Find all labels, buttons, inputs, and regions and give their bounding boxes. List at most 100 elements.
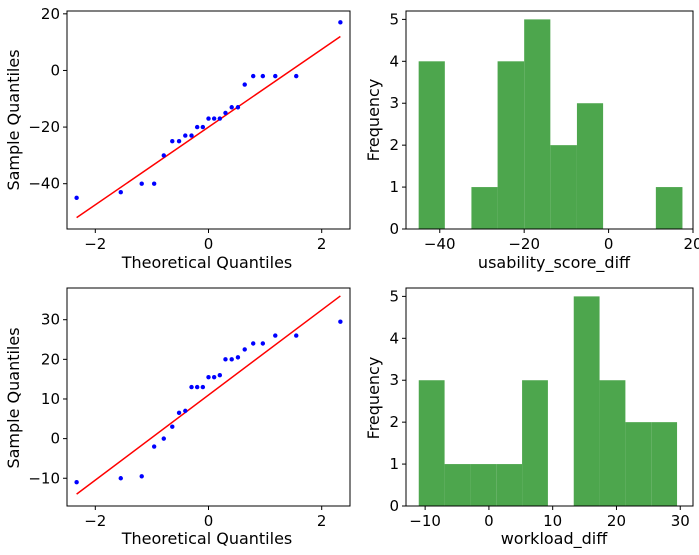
data-point-18 — [251, 73, 256, 79]
data-point-6 — [176, 410, 182, 416]
data-point-14 — [223, 357, 228, 362]
data-point-15 — [229, 357, 234, 362]
data-point-19 — [260, 73, 266, 79]
x-tick-label: 10 — [543, 512, 562, 530]
data-point-4 — [161, 153, 166, 158]
histogram-bar-6 — [573, 296, 600, 506]
x-tick-label: 20 — [683, 235, 699, 253]
y-tick-label: 20 — [41, 5, 60, 23]
histogram-bar-1 — [444, 464, 471, 506]
data-point-22 — [338, 20, 343, 25]
data-point-16 — [235, 355, 241, 360]
y-tick-label: 1 — [389, 455, 399, 473]
data-point-17 — [242, 347, 247, 352]
histogram-bar-3 — [497, 61, 525, 229]
data-point-8 — [189, 384, 194, 390]
x-tick-label: 0 — [484, 512, 494, 530]
qq-usability-ylabel: Sample Quantiles — [4, 49, 23, 190]
histogram-bar-0 — [418, 380, 445, 506]
data-point-18 — [251, 341, 256, 346]
x-tick-label: −40 — [424, 235, 456, 253]
data-point-19 — [260, 341, 266, 346]
data-point-13 — [217, 116, 223, 121]
histogram-bar-5 — [550, 145, 577, 229]
y-tick-label: 2 — [389, 136, 399, 154]
y-tick-label: 0 — [389, 497, 399, 515]
x-tick-label: −2 — [84, 235, 106, 253]
y-tick-label: 0 — [50, 430, 60, 448]
y-tick-label: 0 — [50, 61, 60, 79]
x-tick-label: 30 — [671, 512, 690, 530]
histogram-bar-3 — [496, 464, 523, 506]
y-tick-label: 5 — [389, 287, 399, 305]
data-point-12 — [211, 374, 217, 380]
y-tick-label: 4 — [389, 52, 399, 70]
data-point-16 — [235, 105, 241, 110]
histogram-bar-9 — [655, 187, 683, 229]
qq-usability-xlabel: Theoretical Quantiles — [121, 253, 293, 272]
x-tick-label: 0 — [204, 512, 214, 530]
y-tick-label: −40 — [28, 175, 60, 193]
hist-usability-ylabel: Frequency — [364, 79, 383, 162]
data-point-8 — [189, 133, 194, 138]
data-point-7 — [183, 133, 188, 138]
data-point-11 — [206, 116, 211, 121]
qq-plot-usability: Theoretical Quantiles Sample Quantiles −… — [4, 5, 351, 272]
histogram-bar-4 — [522, 380, 548, 506]
histogram-workload: workload_diff Frequency −10 0 10 20 30 0 1 2 3 4 5 — [364, 287, 694, 549]
qq-workload-xlabel: Theoretical Quantiles — [121, 529, 293, 548]
fit-line — [76, 295, 341, 495]
fit-line — [76, 35, 341, 219]
y-tick-label: 1 — [389, 178, 399, 196]
histogram-usability: usability_score_diff Frequency −40 −20 0 20… — [364, 10, 699, 273]
histogram-bar-6 — [576, 103, 604, 229]
x-tick-label: 0 — [604, 235, 614, 253]
data-point-17 — [242, 82, 247, 87]
x-tick-label: −10 — [409, 512, 441, 530]
histogram-bar-4 — [524, 19, 551, 230]
data-point-13 — [217, 373, 223, 378]
data-point-12 — [211, 116, 217, 121]
data-point-5 — [170, 139, 175, 144]
x-tick-label: −20 — [508, 235, 540, 253]
data-point-3 — [151, 444, 157, 449]
x-tick-label: 2 — [317, 512, 327, 530]
data-point-1 — [118, 476, 123, 481]
y-tick-label: 10 — [41, 390, 60, 408]
data-point-7 — [183, 408, 188, 414]
data-point-11 — [206, 374, 211, 380]
x-tick-label: 0 — [204, 235, 214, 253]
data-point-0 — [74, 480, 79, 485]
y-tick-label: 20 — [41, 350, 60, 368]
data-point-1 — [118, 189, 123, 195]
hist-usability-xlabel: usability_score_diff — [478, 253, 631, 273]
histogram-bar-8 — [625, 422, 652, 506]
y-tick-label: 5 — [389, 10, 399, 28]
data-point-9 — [194, 384, 200, 390]
data-point-4 — [161, 436, 166, 441]
axes-frame — [405, 10, 694, 230]
y-tick-label: 30 — [41, 311, 60, 329]
data-point-14 — [223, 110, 228, 116]
data-point-5 — [170, 424, 175, 429]
y-tick-label: 2 — [389, 413, 399, 431]
data-point-2 — [139, 181, 144, 186]
hist-workload-xlabel: workload_diff — [501, 529, 609, 549]
y-tick-label: −20 — [28, 118, 60, 136]
histogram-bar-2 — [471, 187, 498, 229]
y-tick-label: 4 — [389, 329, 399, 347]
data-point-0 — [74, 195, 79, 201]
data-point-21 — [294, 333, 299, 338]
data-point-22 — [338, 319, 343, 324]
data-point-6 — [176, 139, 182, 144]
histogram-bar-0 — [418, 61, 445, 229]
x-tick-label: −2 — [84, 512, 106, 530]
data-point-20 — [273, 73, 278, 79]
y-tick-label: 0 — [389, 220, 399, 238]
x-tick-label: 2 — [317, 235, 327, 253]
histogram-bar-7 — [599, 380, 626, 506]
axes-frame — [405, 287, 694, 507]
qq-workload-ylabel: Sample Quantiles — [4, 327, 23, 468]
qq-plot-workload: Theoretical Quantiles Sample Quantiles −… — [4, 287, 351, 548]
